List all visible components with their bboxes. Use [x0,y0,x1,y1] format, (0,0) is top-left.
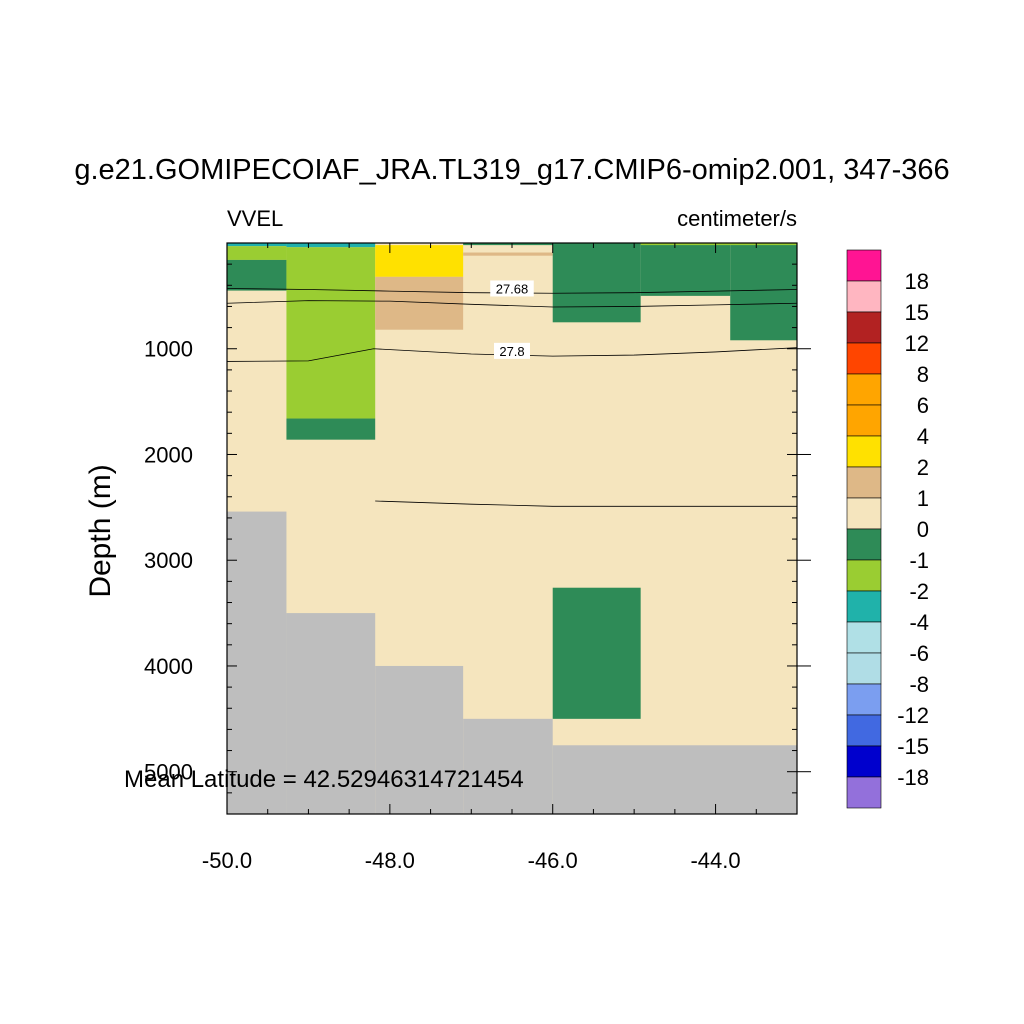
colorbar-swatch [846,342,882,375]
x-axis-ticks: -50.0 -48.0 -46.0 -44.0 [202,243,798,873]
colorbar-swatch [846,745,882,778]
velocity-cell [286,247,376,419]
velocity-cell [227,259,287,291]
contour-label: 27.68 [496,281,529,296]
colorbar-swatch [846,652,882,685]
colorbar-swatch [846,311,882,344]
x-tick-label: -44.0 [690,848,740,873]
y-tick-label: 1000 [144,337,193,362]
velocity-cell [227,246,287,260]
colorbar-label: 4 [917,424,929,449]
colorbar-label: -18 [897,765,929,790]
velocity-cell [286,418,376,440]
velocity-cell [227,243,287,247]
y-tick-label: 3000 [144,548,193,573]
colorbar-label: -8 [909,672,929,697]
colorbar-swatch [846,528,882,561]
velocity-cell [286,243,376,248]
colorbar-swatch [846,497,882,530]
chart-title: g.e21.GOMIPECOIAF_JRA.TL319_g17.CMIP6-om… [74,154,949,186]
colorbar-label: -1 [909,548,929,573]
land-cell [463,718,553,814]
colorbar-swatch [846,280,882,313]
colorbar-swatch [846,621,882,654]
land-cell [286,613,376,814]
velocity-cell [552,243,641,323]
velocity-cell [730,243,797,341]
colorbar: 18 15 12 8 6 4 2 1 0 -1 -2 -4 -6 -8 -12 -15 -18 [846,249,929,809]
colorbar-swatch [846,559,882,592]
colorbar-swatch [846,404,882,437]
land-cell [375,665,464,814]
land-mask [227,511,797,814]
colorbar-swatch [846,714,882,747]
colorbar-label: 18 [905,269,929,294]
velocity-cell [640,243,797,246]
colorbar-swatch [846,590,882,623]
colorbar-label: -6 [909,641,929,666]
contour-line [226,300,798,308]
colorbar-swatch [846,435,882,468]
colorbar-swatch [846,683,882,716]
velocity-cell [640,243,731,296]
y-axis-label: Depth (m) [84,464,117,597]
colorbar-swatch [846,776,882,809]
density-contours: 27.68 27.8 [226,280,798,507]
x-tick-label: -48.0 [365,848,415,873]
plot-area: 27.68 27.8 [226,242,798,815]
colorbar-label: 8 [917,362,929,387]
y-axis-ticks: 1000 2000 3000 4000 5000 [144,263,811,794]
colorbar-swatch [846,373,882,406]
colorbar-label: 0 [917,517,929,542]
contour-label-box [494,342,530,359]
colorbar-label: -4 [909,610,929,635]
colorbar-label: -15 [897,734,929,759]
contour-line [375,500,797,507]
colorbar-label: 2 [917,455,929,480]
y-tick-label: 2000 [144,442,193,467]
colorbar-label: -12 [897,703,929,728]
colorbar-swatch [846,249,882,282]
variable-label: VVEL [227,206,283,231]
velocity-cell [463,243,553,246]
contour-label-box [490,280,534,297]
units-label: centimeter/s [677,206,797,231]
colorbar-label: -2 [909,579,929,604]
y-tick-label: 4000 [144,654,193,679]
colorbar-label: 12 [905,331,929,356]
colorbar-label: 15 [905,300,929,325]
land-cell [227,511,287,814]
mean-latitude-annotation: Mean Latitude = 42.52946314721454 [124,766,524,793]
colorbar-label: 1 [917,486,929,511]
colorbar-label: 6 [917,393,929,418]
x-tick-label: -46.0 [528,848,578,873]
velocity-cell [463,252,553,256]
contour-label: 27.8 [499,344,524,359]
x-tick-label: -50.0 [202,848,252,873]
colorbar-swatch [846,466,882,499]
velocity-cell [552,587,641,719]
land-cell [552,745,797,814]
velocity-cells [227,243,797,719]
y-tick-label: 5000 [144,760,193,785]
velocity-cell [375,245,464,277]
